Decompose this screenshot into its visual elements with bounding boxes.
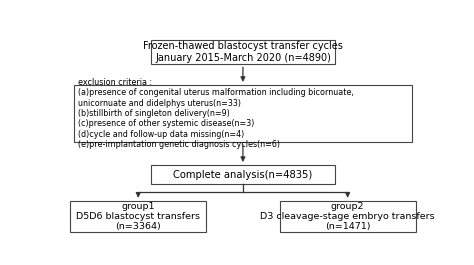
Text: Frozen-thawed blastocyst transfer cycles
January 2015-March 2020 (n=4890): Frozen-thawed blastocyst transfer cycles…	[143, 41, 343, 63]
FancyBboxPatch shape	[151, 40, 335, 64]
FancyBboxPatch shape	[74, 85, 412, 142]
Text: Complete analysis(n=4835): Complete analysis(n=4835)	[173, 170, 312, 180]
Text: exclusion criteria :
(a)presence of congenital uterus malformation including bic: exclusion criteria : (a)presence of cong…	[78, 78, 354, 149]
FancyBboxPatch shape	[70, 201, 206, 232]
FancyBboxPatch shape	[151, 165, 335, 184]
Text: group1
D5D6 blastocyst transfers
(n=3364): group1 D5D6 blastocyst transfers (n=3364…	[76, 202, 200, 231]
FancyBboxPatch shape	[280, 201, 416, 232]
Text: group2
D3 cleavage-stage embryo transfers
(n=1471): group2 D3 cleavage-stage embryo transfer…	[260, 202, 435, 231]
